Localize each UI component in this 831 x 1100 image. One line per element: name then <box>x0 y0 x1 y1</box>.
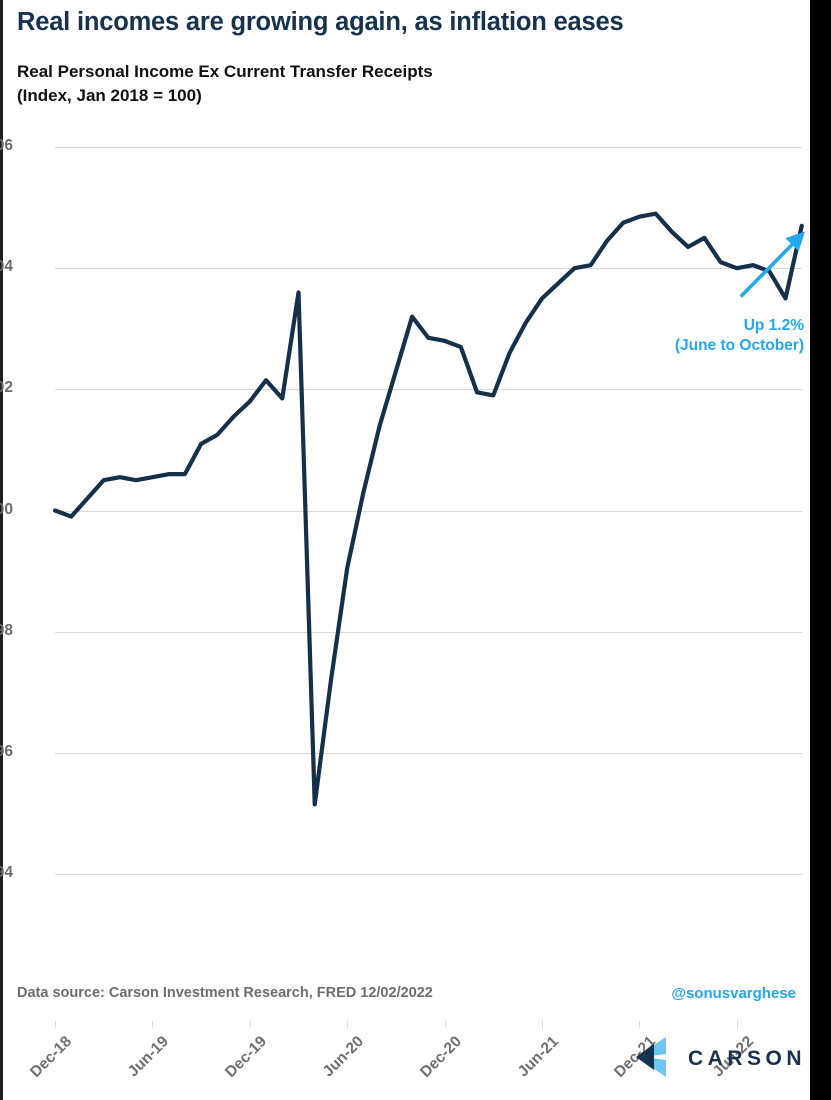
income-index-line <box>52 211 804 807</box>
carson-logo: CARSON <box>630 1035 806 1083</box>
gridline-y <box>55 510 802 512</box>
y-axis-tick-label: 98 <box>0 621 13 639</box>
y-axis-tick-label: 94 <box>0 864 13 881</box>
y-axis-tick-label: 104 <box>0 258 13 276</box>
x-axis-tick-label: Jun-20 <box>319 1033 368 1081</box>
chart-subtitle-line1: Real Personal Income Ex Current Transfer… <box>17 62 433 81</box>
right-border <box>810 0 831 1100</box>
plot-area: 94 96 98 100 102 104 106 Dec-18 Jun-19 Dec-19 Jun-… <box>0 137 806 1081</box>
growth-arrow <box>739 231 806 298</box>
gridline-y <box>55 631 802 633</box>
y-axis-tick-label: 102 <box>0 379 13 397</box>
page-title: Real incomes are growing again, as infla… <box>17 8 624 36</box>
y-axis-tick-label: 96 <box>0 742 13 760</box>
chart-subtitle: Real Personal Income Ex Current Transfer… <box>17 60 717 108</box>
x-axis-tick <box>444 1021 446 1028</box>
growth-callout: Up 1.2% (June to October) <box>675 316 804 357</box>
carson-wordmark: CARSON <box>687 1047 806 1070</box>
x-axis-tick <box>347 1021 349 1028</box>
data-source-text: Data source: Carson Investment Research,… <box>17 985 433 1001</box>
y-axis-tick-label: 100 <box>0 500 13 518</box>
x-axis-tick-label: Jun-21 <box>514 1033 563 1081</box>
gridline-y <box>55 268 802 270</box>
left-border <box>0 0 3 1100</box>
x-axis-tick <box>542 1021 543 1028</box>
gridline-y <box>55 874 802 875</box>
gridline-y <box>55 147 802 148</box>
series-line-svg <box>52 211 806 807</box>
x-axis-tick <box>55 1021 56 1028</box>
author-handle[interactable]: @sonusvarghese <box>671 985 796 1002</box>
x-axis-tick-label: Dec-19 <box>221 1033 270 1081</box>
y-axis-tick-label: 106 <box>0 137 13 154</box>
x-axis-tick <box>152 1021 154 1028</box>
growth-callout-line1: Up 1.2% <box>743 317 804 334</box>
x-axis-tick <box>736 1021 738 1028</box>
gridline-y <box>55 752 802 754</box>
x-axis-tick <box>249 1021 251 1028</box>
x-axis-tick-label: Dec-18 <box>27 1033 76 1081</box>
x-axis-tick-label: Jun-19 <box>125 1033 173 1081</box>
x-axis-tick <box>639 1021 641 1028</box>
gridline-y <box>55 389 802 391</box>
x-axis-tick-label: Dec-20 <box>416 1033 465 1081</box>
growth-callout-line2: (June to October) <box>674 337 804 355</box>
chart-subtitle-line2: (Index, Jan 2018 = 100) <box>17 86 202 106</box>
carson-chevron-logo <box>630 1034 676 1085</box>
